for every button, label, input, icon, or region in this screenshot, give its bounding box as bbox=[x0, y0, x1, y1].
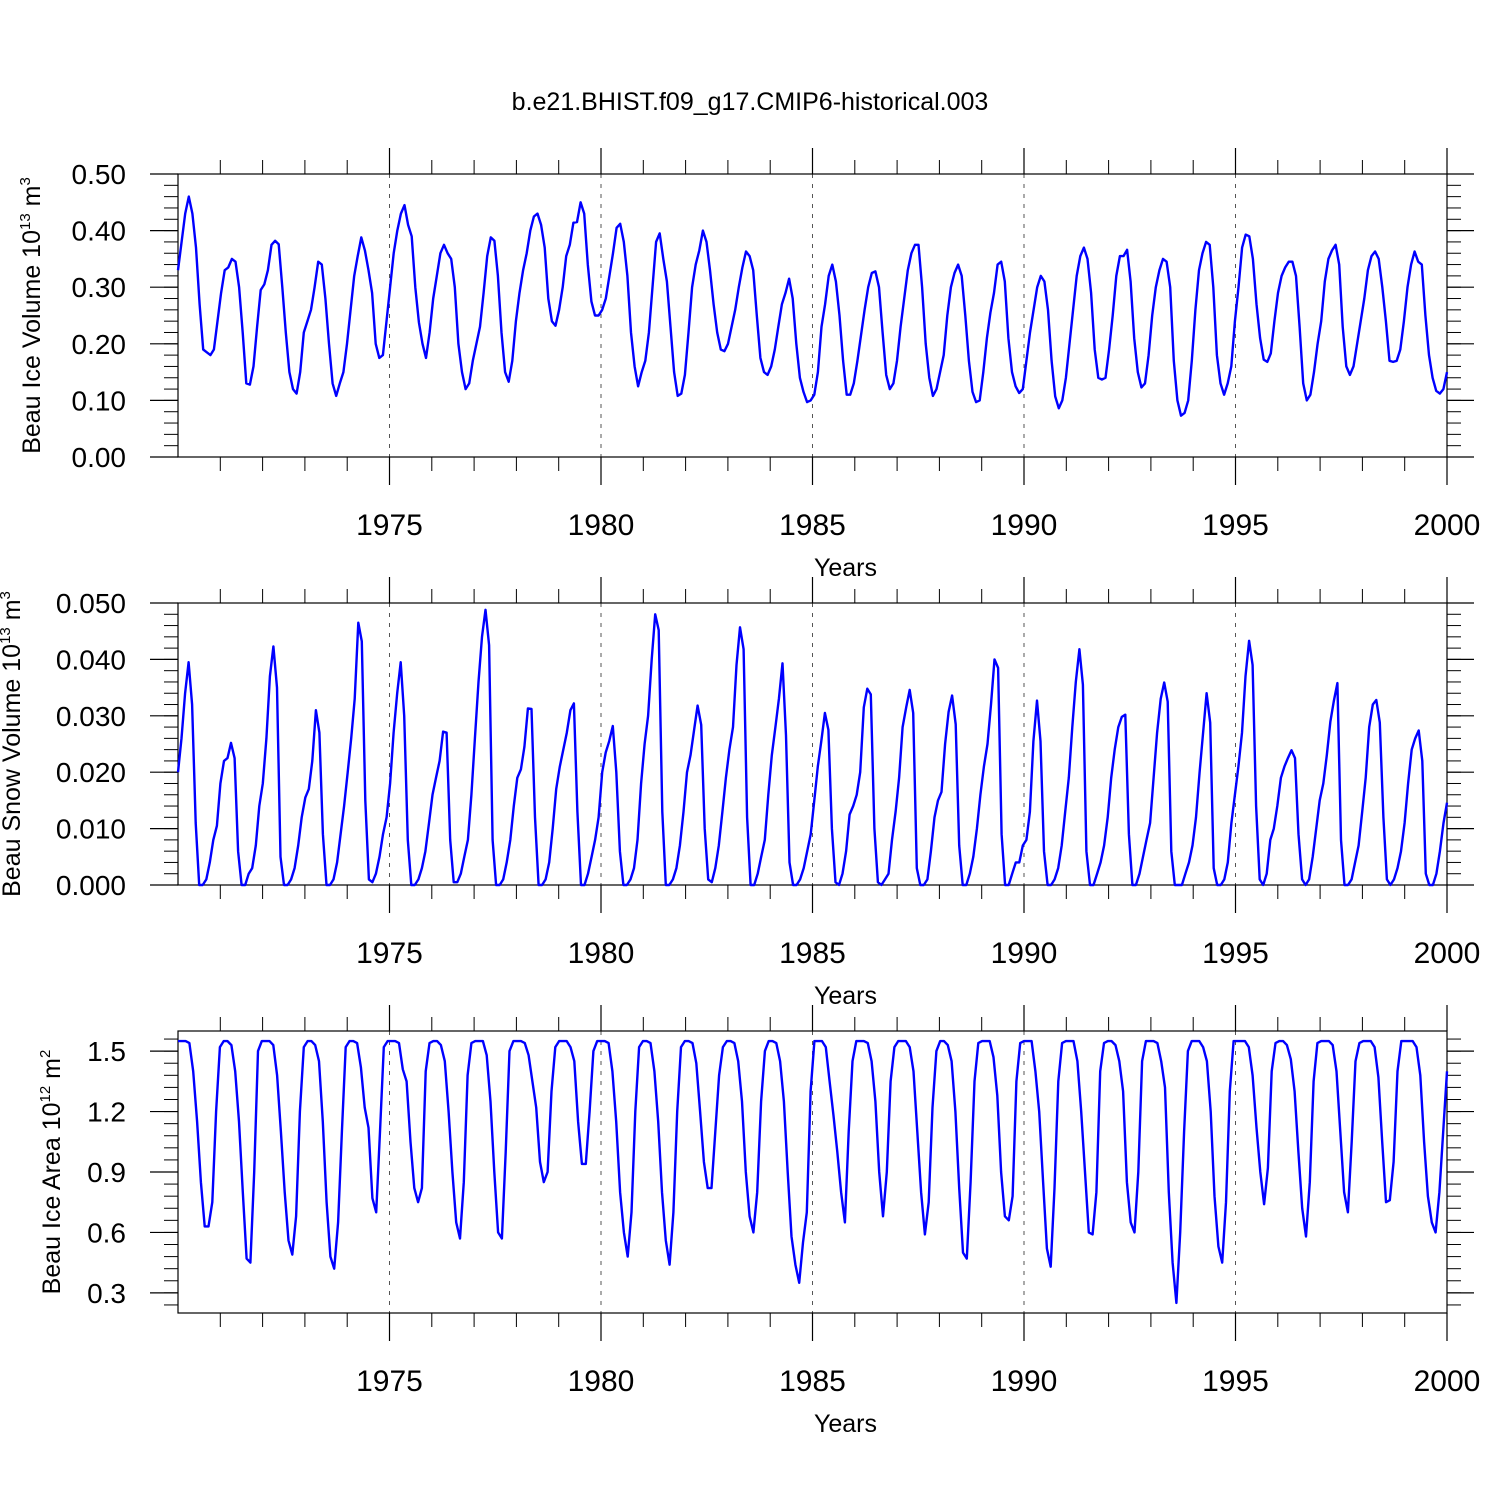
x-tick-label: 2000 bbox=[1414, 509, 1481, 542]
series-line bbox=[178, 1039, 1449, 1305]
y-tick-label: 0.030 bbox=[56, 701, 126, 732]
snow-volume-panel: 0.000 0.010 0.020 0.030 0.040 0.050 1975 1980 19… bbox=[0, 577, 1480, 1010]
ice-volume-panel: 0.00 0.10 0.20 0.30 0.40 0.50 1975 1980 1985 1990… bbox=[17, 148, 1480, 582]
y-tick-label: 0.00 bbox=[72, 442, 127, 473]
x-tick-label: 1985 bbox=[779, 1365, 846, 1398]
y-tick-label: 0.10 bbox=[72, 385, 127, 416]
y-tick-label: 0.040 bbox=[56, 644, 126, 675]
x-tick-label: 1995 bbox=[1202, 937, 1269, 970]
y-tick-label: 0.3 bbox=[87, 1278, 126, 1309]
x-axis-label: Years bbox=[814, 554, 877, 582]
x-tick-label: 2000 bbox=[1414, 1365, 1481, 1398]
x-tick-label: 1975 bbox=[356, 937, 423, 970]
series-line bbox=[176, 195, 1449, 417]
y-axis-label: Beau Ice Area 1012 m2 bbox=[37, 1050, 66, 1295]
series-line bbox=[176, 608, 1449, 887]
ice-area-panel: 0.3 0.6 0.9 1.2 1.5 1975 1980 1985 1990 1995 2000 Y… bbox=[37, 1005, 1480, 1438]
x-axis-label: Years bbox=[814, 1410, 877, 1438]
y-tick-label: 0.010 bbox=[56, 814, 126, 845]
x-tick-label: 1985 bbox=[779, 937, 846, 970]
x-tick-label: 1985 bbox=[779, 509, 846, 542]
figure-title: b.e21.BHIST.f09_g17.CMIP6-historical.003 bbox=[512, 88, 989, 116]
x-tick-label: 1995 bbox=[1202, 509, 1269, 542]
x-tick-label: 1980 bbox=[568, 937, 635, 970]
y-tick-label: 0.050 bbox=[56, 588, 126, 619]
x-axis-label: Years bbox=[814, 982, 877, 1010]
y-tick-label: 0.20 bbox=[72, 329, 127, 360]
y-tick-label: 0.000 bbox=[56, 870, 126, 901]
y-tick-label: 0.30 bbox=[72, 272, 127, 303]
x-tick-label: 1990 bbox=[991, 937, 1058, 970]
x-tick-label: 2000 bbox=[1414, 937, 1481, 970]
y-tick-label: 1.2 bbox=[87, 1097, 126, 1128]
y-axis-label: Beau Ice Volume 1013 m3 bbox=[17, 177, 46, 454]
x-tick-label: 1980 bbox=[568, 509, 635, 542]
y-tick-label: 1.5 bbox=[87, 1036, 126, 1067]
x-tick-label: 1980 bbox=[568, 1365, 635, 1398]
y-tick-label: 0.50 bbox=[72, 159, 127, 190]
y-tick-label: 0.9 bbox=[87, 1157, 126, 1188]
x-tick-label: 1990 bbox=[991, 509, 1058, 542]
x-tick-label: 1975 bbox=[356, 1365, 423, 1398]
x-tick-label: 1995 bbox=[1202, 1365, 1269, 1398]
x-tick-label: 1990 bbox=[991, 1365, 1058, 1398]
y-tick-label: 0.40 bbox=[72, 216, 127, 247]
x-tick-label: 1975 bbox=[356, 509, 423, 542]
y-tick-label: 0.6 bbox=[87, 1217, 126, 1248]
y-tick-label: 0.020 bbox=[56, 757, 126, 788]
y-axis-label: Beau Snow Volume 1013 m3 bbox=[0, 591, 26, 897]
